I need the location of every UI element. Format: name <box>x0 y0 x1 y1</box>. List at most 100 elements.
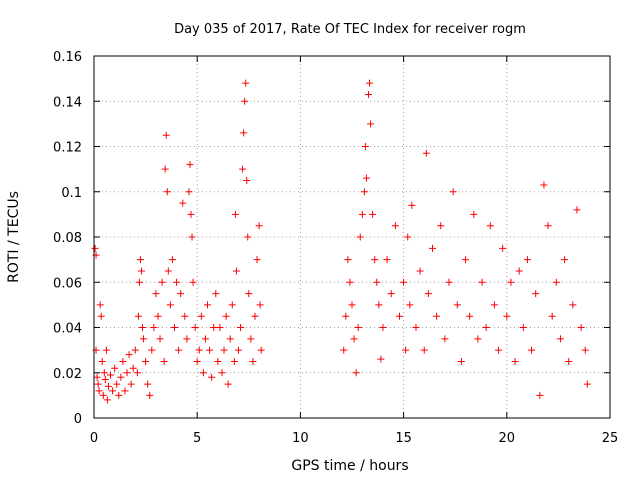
data-point <box>412 324 420 331</box>
data-point <box>400 278 408 286</box>
y-tick-label: 0.04 <box>53 322 82 337</box>
data-point <box>408 201 416 209</box>
data-point <box>183 335 191 343</box>
data-point <box>135 278 143 286</box>
data-point <box>162 131 170 139</box>
data-point <box>181 312 189 320</box>
data-point <box>367 120 375 128</box>
data-point <box>222 312 230 320</box>
data-point <box>113 380 121 388</box>
data-point <box>245 290 253 298</box>
data-point <box>210 324 218 331</box>
data-point <box>360 188 368 196</box>
data-point <box>189 278 197 286</box>
data-point <box>561 256 569 264</box>
data-point <box>470 210 478 218</box>
data-point <box>240 129 248 137</box>
y-tick-label: 0.1 <box>61 186 82 201</box>
data-point <box>220 346 228 354</box>
x-tick-label: 20 <box>499 431 516 446</box>
data-point <box>406 301 414 309</box>
data-point <box>173 278 181 286</box>
data-point <box>532 290 540 298</box>
data-point <box>129 364 137 372</box>
y-tick-label: 0.08 <box>53 231 82 246</box>
x-tick-label: 25 <box>602 431 619 446</box>
data-point <box>523 256 531 264</box>
data-point <box>154 312 162 320</box>
data-point <box>133 369 141 377</box>
data-point <box>109 387 117 395</box>
data-point <box>373 278 381 286</box>
data-point <box>218 369 226 377</box>
data-point <box>365 90 373 98</box>
data-point <box>98 357 106 365</box>
data-point <box>91 244 99 252</box>
data-point <box>569 301 577 309</box>
data-point <box>391 222 399 230</box>
data-point <box>422 149 430 157</box>
data-point <box>548 312 556 320</box>
data-point <box>474 335 482 343</box>
data-point <box>577 324 585 331</box>
data-point <box>486 222 494 230</box>
data-point <box>214 357 222 365</box>
data-point <box>552 278 560 286</box>
data-point <box>117 373 125 381</box>
data-point <box>241 97 249 105</box>
data-point <box>424 290 432 298</box>
data-point <box>361 143 369 150</box>
data-point <box>457 357 465 365</box>
data-point <box>356 233 364 241</box>
data-point <box>166 301 174 309</box>
data-point <box>503 312 511 320</box>
data-point <box>102 346 110 354</box>
data-point <box>478 278 486 286</box>
data-point <box>383 256 391 264</box>
data-point <box>191 324 199 331</box>
data-point <box>366 79 374 87</box>
data-point <box>352 369 360 377</box>
data-point <box>230 357 238 365</box>
data-point <box>125 351 133 359</box>
data-point <box>100 369 108 377</box>
data-point <box>395 312 403 320</box>
x-tick-label: 10 <box>292 431 309 446</box>
data-point <box>340 346 348 354</box>
data-point <box>511 357 519 365</box>
data-point <box>179 199 187 207</box>
data-point <box>208 373 216 381</box>
y-tick-label: 0.14 <box>53 95 82 110</box>
data-point <box>187 210 195 218</box>
data-point <box>255 222 263 230</box>
data-point <box>375 301 383 309</box>
data-point <box>148 346 156 354</box>
data-point <box>536 391 544 399</box>
data-point <box>131 346 139 354</box>
data-point <box>466 312 474 320</box>
data-point <box>136 256 144 264</box>
data-point <box>161 165 169 173</box>
data-point <box>402 346 410 354</box>
data-point <box>228 301 236 309</box>
data-point <box>251 312 259 320</box>
data-point <box>437 222 445 230</box>
data-point <box>379 324 387 331</box>
grid-lines <box>94 56 610 418</box>
data-point <box>163 188 171 196</box>
data-point <box>528 346 536 354</box>
data-point <box>256 301 264 309</box>
data-point <box>142 357 150 365</box>
data-point <box>404 233 412 241</box>
data-point <box>358 210 366 218</box>
data-point <box>462 256 470 264</box>
data-point <box>137 267 145 275</box>
data-point <box>170 324 178 331</box>
data-point <box>97 312 105 320</box>
data-point <box>445 278 453 286</box>
data-point <box>581 346 589 354</box>
data-point <box>428 244 436 252</box>
data-point <box>253 256 261 264</box>
data-point <box>160 357 168 365</box>
